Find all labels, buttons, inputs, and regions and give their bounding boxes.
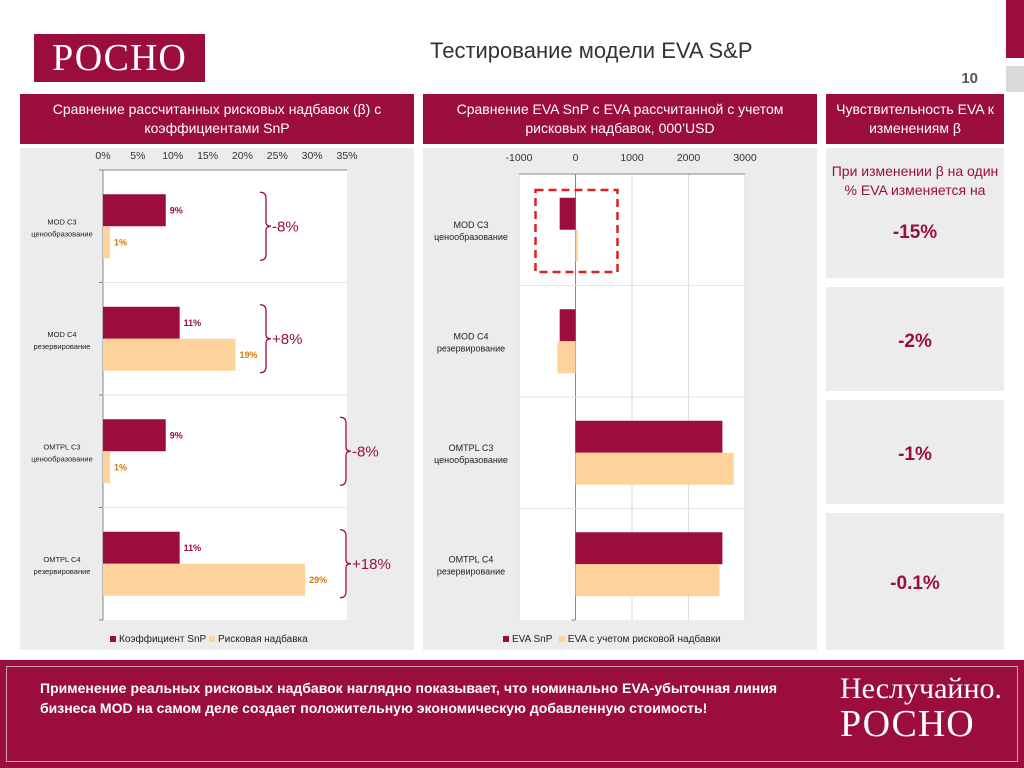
bar-series1 bbox=[103, 419, 166, 452]
right-panel-title: Чувствительность EVA к изменениям β bbox=[826, 94, 1004, 144]
category-label: резервирование bbox=[437, 566, 505, 576]
x-tick-label: 1000 bbox=[620, 152, 644, 164]
legend-label: EVA SnP bbox=[512, 634, 553, 645]
category-label: MOD C3 bbox=[453, 220, 488, 230]
top-corner-decoration-gray bbox=[1006, 66, 1024, 92]
sensitivity-box-1: При изменении β на один % EVA изменяется… bbox=[826, 148, 1004, 278]
bar-series2 bbox=[103, 226, 110, 259]
x-tick-label: 25% bbox=[267, 150, 288, 162]
bar-series1 bbox=[559, 309, 576, 342]
bar-series1 bbox=[103, 194, 166, 227]
brace-shape bbox=[339, 529, 352, 599]
category-label: резервирование bbox=[34, 567, 91, 576]
x-tick-label: 20% bbox=[232, 150, 253, 162]
footer-brand-slogan: Неслучайно. bbox=[840, 672, 1003, 705]
data-label: 11% bbox=[184, 318, 202, 328]
bar-series2 bbox=[557, 341, 576, 374]
brace-shape bbox=[339, 416, 352, 486]
page-number: 10 bbox=[961, 70, 978, 87]
x-tick-label: 35% bbox=[336, 150, 357, 162]
brace-label: -8% bbox=[352, 443, 379, 460]
category-label: OMTPL C3 bbox=[43, 442, 80, 451]
bar-series2 bbox=[103, 338, 236, 371]
data-label: 9% bbox=[170, 205, 183, 215]
category-label: OMTPL C4 bbox=[43, 555, 80, 564]
bar-series1 bbox=[103, 531, 180, 564]
footer-brand-logo: Неслучайно. РОСНО bbox=[840, 672, 1010, 746]
legend-label: EVA с учетом рисковой надбавки bbox=[568, 633, 721, 645]
footer-frame bbox=[6, 666, 1018, 762]
sensitivity-value-4: -0.1% bbox=[890, 573, 940, 594]
bar-series2 bbox=[575, 452, 734, 485]
data-label: 1% bbox=[114, 462, 127, 472]
data-label: 19% bbox=[239, 350, 257, 360]
x-tick-label: 10% bbox=[162, 150, 183, 162]
category-label: резервирование bbox=[437, 343, 505, 353]
sensitivity-note: При изменении β на один % EVA изменяется… bbox=[831, 163, 999, 198]
category-label: ценообразование bbox=[31, 229, 93, 238]
sensitivity-value-1: -15% bbox=[892, 221, 938, 243]
left-panel-title: Сравнение рассчитанных рисковых надбавок… bbox=[20, 94, 414, 144]
data-label: 9% bbox=[170, 430, 183, 440]
x-tick-label: -1000 bbox=[506, 152, 533, 164]
x-tick-label: 30% bbox=[302, 150, 323, 162]
category-label: ценообразование bbox=[434, 455, 508, 465]
brace-shape bbox=[259, 304, 272, 374]
middle-panel-title: Сравнение EVA SnP с EVA рассчитанной с у… bbox=[423, 94, 817, 144]
x-tick-label: 0 bbox=[573, 152, 579, 164]
legend-swatch bbox=[503, 636, 509, 642]
footer-conclusion: Применение реальных рисковых надбавок на… bbox=[40, 680, 777, 717]
category-label: OMTPL C3 bbox=[449, 443, 494, 453]
footer-band bbox=[0, 660, 1024, 768]
bar-series1 bbox=[103, 306, 180, 339]
x-tick-label: 15% bbox=[197, 150, 218, 162]
x-tick-label: 5% bbox=[130, 150, 145, 162]
category-label: резервирование bbox=[34, 342, 91, 351]
bar-series2 bbox=[103, 563, 306, 596]
top-corner-decoration bbox=[1006, 0, 1024, 58]
legend-swatch bbox=[558, 636, 565, 642]
category-label: MOD C3 bbox=[47, 217, 76, 226]
legend-label: Коэффициент SnP bbox=[119, 633, 207, 645]
sensitivity-value-2: -2% bbox=[898, 331, 932, 352]
middle-bar-chart: -1000 0 1000 2000 3000 MOD C3 ценообразование M… bbox=[434, 152, 757, 645]
legend-swatch bbox=[209, 636, 215, 642]
legend-label: Рисковая надбавка bbox=[218, 633, 308, 645]
data-label: 29% bbox=[309, 575, 327, 585]
bar-series2 bbox=[575, 229, 578, 262]
category-label: ценообразование bbox=[31, 454, 93, 463]
sensitivity-box-4: -0.1% bbox=[826, 513, 1004, 650]
sensitivity-box-3: -1% bbox=[826, 400, 1004, 504]
middle-chart-panel: -1000 0 1000 2000 3000 MOD C3 ценообразование M… bbox=[423, 148, 817, 650]
category-label: MOD C4 bbox=[47, 330, 76, 339]
bar-series1 bbox=[559, 197, 576, 230]
sensitivity-box-2: -2% bbox=[826, 287, 1004, 391]
data-label: 1% bbox=[114, 237, 127, 247]
brace-shape bbox=[259, 191, 272, 261]
data-label: 11% bbox=[184, 543, 202, 553]
brace-label: +18% bbox=[352, 556, 391, 573]
x-tick-label: 2000 bbox=[677, 152, 701, 164]
x-tick-label: 3000 bbox=[733, 152, 757, 164]
bar-series1 bbox=[575, 532, 723, 565]
x-tick-label: 0% bbox=[95, 150, 110, 162]
rosno-logo: РОСНО bbox=[34, 34, 205, 82]
footer-brand-name: РОСНО bbox=[840, 703, 975, 745]
left-bar-chart: 0% 5% 10% 15% 20% 25% 30% 35% 9% 11% 9% 11% 1% 19% 1% 2… bbox=[31, 150, 391, 645]
bar-series2 bbox=[103, 451, 110, 484]
category-label: MOD C4 bbox=[453, 331, 488, 341]
bar-series1 bbox=[575, 420, 723, 453]
page-title: Тестирование модели EVA S&P bbox=[430, 38, 753, 63]
bar-series2 bbox=[575, 564, 720, 597]
brace-label: -8% bbox=[272, 218, 299, 235]
category-label: ценообразование bbox=[434, 232, 508, 242]
brace-label: +8% bbox=[272, 331, 302, 348]
sensitivity-value-3: -1% bbox=[898, 444, 932, 465]
category-label: OMTPL C4 bbox=[449, 554, 494, 564]
left-chart-panel: 0% 5% 10% 15% 20% 25% 30% 35% 9% 11% 9% 11% 1% 19% 1% 2… bbox=[20, 148, 414, 650]
highlight-box bbox=[534, 188, 619, 274]
legend-swatch bbox=[110, 636, 116, 642]
